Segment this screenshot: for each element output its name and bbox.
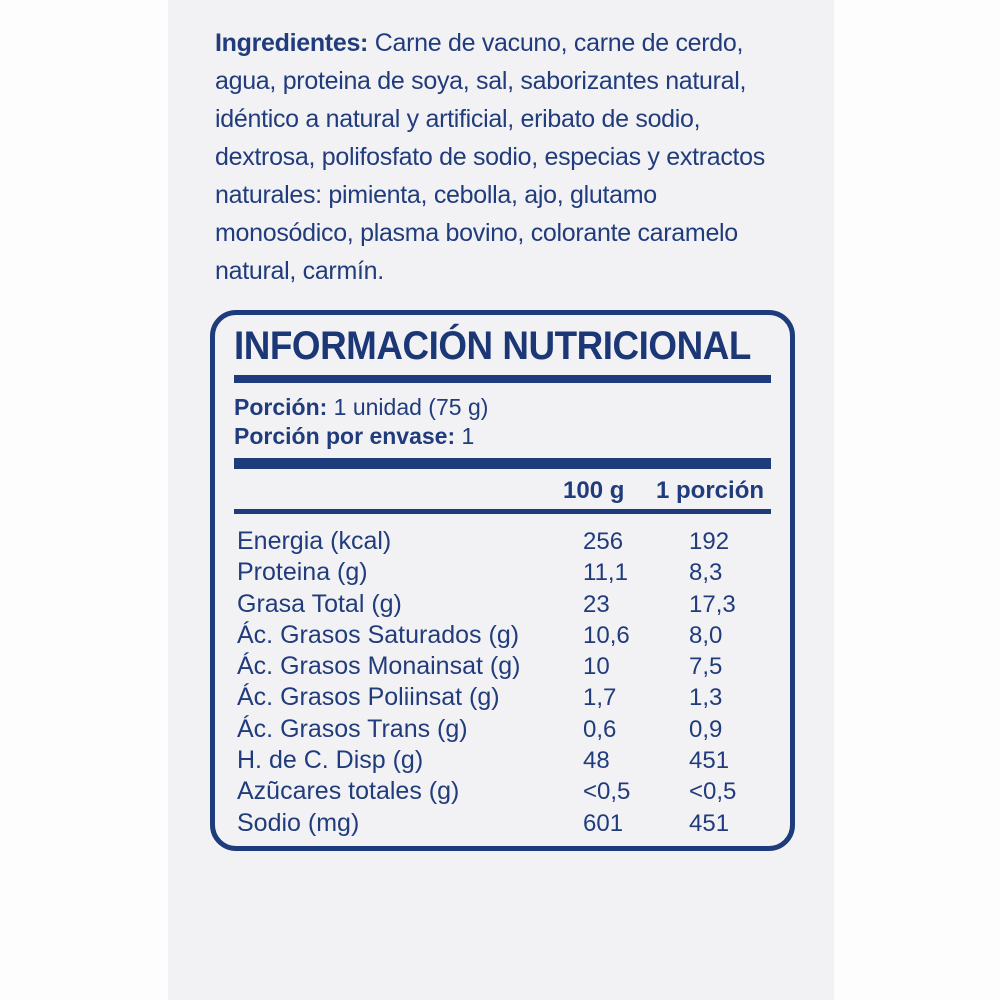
column-headers-row: 100 g 1 porción bbox=[234, 478, 771, 504]
ingredients-paragraph: Ingredientes: Carne de vacuno, carne de … bbox=[215, 24, 765, 290]
serving-size-line: Porción: 1 unidad (75 g) bbox=[234, 393, 771, 422]
ingredient-line: agua, proteina de soya, sal, saborizante… bbox=[215, 67, 747, 95]
row-value-100g: 601 bbox=[583, 809, 624, 837]
row-value-100g: 1,7 bbox=[583, 684, 617, 712]
row-value-portion: 7,5 bbox=[689, 653, 723, 681]
row-value-100g: 11,1 bbox=[583, 559, 628, 587]
row-value-portion: <0,5 bbox=[689, 778, 737, 806]
row-label: H. de C. Disp (g) bbox=[237, 746, 424, 775]
table-row: Ác. Grasos Trans (g) 0,6 0,9 bbox=[234, 714, 771, 745]
row-value-100g: 10 bbox=[583, 653, 610, 681]
row-value-portion: 451 bbox=[689, 809, 730, 837]
column-header-portion: 1 porción bbox=[656, 477, 765, 504]
ingredient-line: monosódico, plasma bovino, colorante car… bbox=[215, 219, 738, 247]
title-underline bbox=[234, 375, 771, 383]
row-label: Energia (kcal) bbox=[237, 527, 392, 555]
servings-per-container-value: 1 bbox=[455, 423, 475, 449]
row-value-100g: 256 bbox=[583, 528, 624, 555]
ingredient-line: idéntico a natural y artificial, eribato… bbox=[215, 105, 701, 133]
serving-size-value: 1 unidad (75 g) bbox=[327, 394, 489, 420]
row-value-100g: 10,6 bbox=[583, 621, 630, 649]
ingredients-label: Ingredientes: bbox=[215, 29, 369, 57]
row-label: Ác. Grasos Monainsat (g) bbox=[237, 652, 521, 681]
serving-info: Porción: 1 unidad (75 g) Porción por env… bbox=[234, 393, 771, 451]
ingredient-line: Ingredientes: Carne de vacuno, carne de … bbox=[215, 24, 765, 62]
label-panel bbox=[168, 0, 834, 1000]
table-row: Azũcares totales (g) <0,5 <0,5 bbox=[234, 776, 771, 807]
row-label: Ác. Grasos Saturados (g) bbox=[237, 620, 520, 649]
row-value-portion: 451 bbox=[689, 747, 730, 775]
table-row: Ác. Grasos Monainsat (g) 10 7,5 bbox=[234, 651, 771, 682]
table-row: Grasa Total (g) 23 17,3 bbox=[234, 589, 771, 620]
row-value-portion: 1,3 bbox=[689, 684, 723, 712]
table-row: Ác. Grasos Saturados (g) 10,6 8,0 bbox=[234, 620, 771, 651]
row-value-100g: 23 bbox=[583, 590, 610, 618]
servings-per-container-line: Porción por envase: 1 bbox=[234, 422, 771, 451]
row-value-portion: 8,3 bbox=[689, 559, 723, 587]
ingredient-line: naturales: pimienta, cebolla, ajo, gluta… bbox=[215, 181, 657, 209]
nutrition-facts-box: INFORMACIÓN NUTRICIONAL Porción: 1 unida… bbox=[210, 310, 795, 851]
serving-size-label: Porción: bbox=[234, 394, 328, 420]
table-row: Proteina (g) 11,1 8,3 bbox=[234, 557, 771, 588]
ingredient-line: natural, carmín. bbox=[215, 257, 384, 285]
header-rule bbox=[234, 509, 771, 514]
row-label: Grasa Total (g) bbox=[237, 589, 402, 618]
table-row: H. de C. Disp (g) 48 451 bbox=[234, 745, 771, 776]
row-label: Proteina (g) bbox=[237, 558, 368, 587]
row-value-portion: 0,9 bbox=[689, 715, 723, 743]
row-label: Ác. Grasos Poliinsat (g) bbox=[237, 683, 500, 712]
servings-per-container-label: Porción por envase: bbox=[234, 423, 456, 449]
thick-divider-bar bbox=[234, 458, 771, 469]
row-label: Sodio (mg) bbox=[237, 808, 360, 837]
row-value-100g: 48 bbox=[583, 747, 610, 775]
row-label: Azũcares totales (g) bbox=[237, 777, 460, 806]
nutrition-table: Energia (kcal) 256 192 Proteina (g) 11,1… bbox=[234, 526, 771, 839]
row-value-portion: 17,3 bbox=[689, 590, 736, 618]
row-value-portion: 192 bbox=[689, 528, 730, 555]
row-value-100g: <0,5 bbox=[583, 778, 631, 806]
table-row: Sodio (mg) 601 451 bbox=[234, 808, 771, 839]
row-label: Ác. Grasos Trans (g) bbox=[237, 714, 468, 743]
column-header-100g: 100 g bbox=[563, 477, 625, 504]
ingredient-line: dextrosa, polifosfato de sodio, especias… bbox=[215, 143, 765, 171]
nutrition-title: INFORMACIÓN NUTRICIONAL bbox=[234, 324, 751, 368]
table-row: Energia (kcal) 256 192 bbox=[234, 526, 771, 557]
ingredient-line-text: Carne de vacuno, carne de cerdo, bbox=[368, 29, 744, 57]
row-value-portion: 8,0 bbox=[689, 621, 723, 649]
table-row: Ác. Grasos Poliinsat (g) 1,7 1,3 bbox=[234, 682, 771, 713]
row-value-100g: 0,6 bbox=[583, 715, 617, 743]
